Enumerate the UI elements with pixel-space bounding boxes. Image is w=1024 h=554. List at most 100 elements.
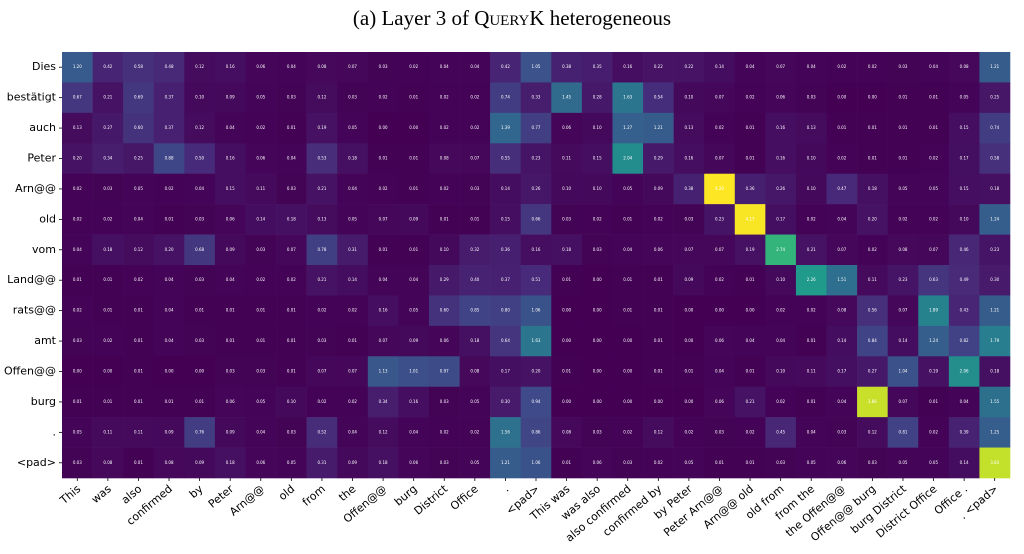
cell-value-label: 0.00: [837, 95, 846, 100]
heatmap-cell: [795, 356, 827, 388]
cell-value-label: 0.03: [287, 186, 296, 191]
cell-value-label: 0.45: [776, 429, 785, 434]
heatmap-cell: [887, 112, 919, 144]
cell-value-label: 0.04: [409, 277, 418, 282]
cell-value-label: 0.01: [379, 247, 388, 252]
heatmap-cell: [612, 82, 644, 114]
heatmap-cell: [643, 204, 674, 235]
heatmap-cell: [612, 112, 644, 144]
heatmap-cell: [184, 417, 216, 448]
cell-value-label: 0.01: [746, 156, 755, 161]
heatmap-cell: [245, 234, 277, 266]
cell-value-label: 1.21: [501, 460, 510, 465]
heatmap-cell: [765, 52, 797, 83]
heatmap-cell: [643, 417, 674, 448]
cell-value-label: 0.51: [532, 277, 541, 282]
cell-value-label: 0.05: [287, 460, 296, 465]
heatmap-cell: [673, 325, 705, 357]
cell-value-label: 0.07: [287, 247, 296, 252]
heatmap-cell: [979, 234, 1011, 266]
cell-value-label: 0.00: [409, 125, 418, 130]
cell-value-label: 0.04: [134, 216, 143, 221]
heatmap-cell: [490, 234, 522, 266]
heatmap-cell: [612, 386, 644, 418]
cell-value-label: 0.21: [317, 277, 326, 282]
heatmap-cell: [704, 325, 736, 357]
cell-value-label: 0.06: [440, 338, 449, 343]
heatmap-cell: [214, 204, 246, 235]
heatmap-cell: [398, 447, 430, 479]
cell-value-label: 0.07: [715, 247, 724, 252]
cell-value-label: 0.09: [226, 247, 235, 252]
cell-value-label: 2.26: [807, 277, 816, 282]
cell-value-label: 0.03: [256, 247, 265, 252]
cell-value-label: 0.05: [134, 186, 143, 191]
cell-value-label: 0.30: [501, 399, 510, 404]
cell-value-label: 0.82: [960, 338, 969, 343]
heatmap-cell: [276, 325, 307, 357]
heatmap-cell: [337, 204, 369, 235]
cell-value-label: 0.13: [73, 125, 82, 130]
cell-value-label: 0.14: [899, 338, 908, 343]
cell-value-label: 0.11: [134, 429, 143, 434]
cell-value-label: 0.85: [470, 308, 479, 313]
heatmap-cell: [153, 325, 185, 357]
cell-value-label: 0.28: [593, 95, 602, 100]
heatmap-cell: [918, 52, 950, 83]
heatmap-cell: [704, 204, 736, 235]
cell-value-label: 0.00: [684, 308, 693, 313]
heatmap-cell: [551, 265, 583, 296]
heatmap-cell: [551, 447, 583, 479]
cell-value-label: 0.01: [562, 460, 571, 465]
heatmap-cell: [581, 356, 613, 388]
cell-value-label: 3.83: [990, 460, 999, 465]
cell-value-label: 0.01: [195, 308, 204, 313]
cell-value-label: 0.12: [195, 64, 204, 69]
cell-value-label: 0.00: [562, 338, 571, 343]
heatmap-cell: [857, 112, 888, 144]
heatmap-cell: [306, 265, 338, 296]
heatmap-cell: [337, 295, 369, 327]
cell-value-label: 0.02: [929, 429, 938, 434]
heatmap-cell: [948, 386, 980, 418]
cell-value-label: 0.35: [593, 64, 602, 69]
heatmap-cell: [979, 417, 1011, 448]
heatmap-cell: [704, 386, 736, 418]
heatmap-cell: [276, 52, 307, 83]
heatmap-cell: [887, 417, 919, 448]
cell-value-label: 0.03: [317, 338, 326, 343]
heatmap-cell: [123, 52, 155, 83]
cell-value-label: 0.04: [807, 64, 816, 69]
heatmap-cell: [245, 447, 277, 479]
cell-value-label: 0.05: [960, 95, 969, 100]
heatmap-cell: [428, 265, 460, 296]
cell-value-label: 0.00: [623, 338, 632, 343]
row-label: Arn@@: [15, 182, 56, 195]
cell-value-label: 0.16: [776, 125, 785, 130]
heatmap-cell: [459, 417, 491, 448]
heatmap-cell: [520, 82, 552, 114]
heatmap-cell: [245, 173, 277, 205]
cell-value-label: 0.03: [440, 460, 449, 465]
heatmap-cell: [123, 82, 155, 114]
cell-value-label: 0.38: [562, 64, 571, 69]
cell-value-label: 0.34: [103, 156, 112, 161]
column-label: from: [300, 482, 328, 508]
cell-value-label: 0.02: [654, 216, 663, 221]
cell-value-label: 0.01: [654, 338, 663, 343]
cell-value-label: 0.39: [960, 429, 969, 434]
cell-value-label: 0.09: [226, 95, 235, 100]
heatmap-cell: [337, 173, 369, 205]
heatmap-cell: [734, 52, 766, 83]
heatmap-cell: [153, 447, 185, 479]
heatmap-cell: [826, 447, 858, 479]
cell-value-label: 0.06: [256, 156, 265, 161]
cell-value-label: 1.27: [623, 125, 632, 130]
cell-value-label: 0.02: [348, 399, 357, 404]
cell-value-label: 0.03: [287, 429, 296, 434]
cell-value-label: 0.06: [776, 95, 785, 100]
heatmap-cell: [826, 204, 858, 235]
cell-value-label: 0.00: [684, 338, 693, 343]
heatmap-cell: [123, 447, 155, 479]
heatmap-cell: [795, 325, 827, 357]
